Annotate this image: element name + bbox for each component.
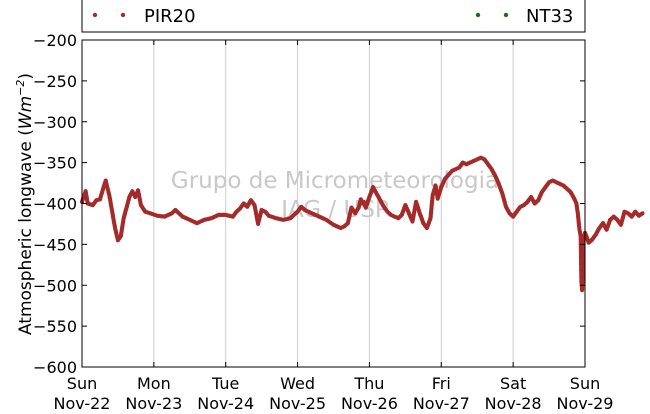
y-axis: −200 −250 −300 −350 −400 −450 −500 −550 −600: [33, 31, 585, 377]
y-tick-label: −450: [33, 235, 77, 254]
x-tick-label-date: Nov-24: [197, 394, 254, 409]
x-tick-label-day: Wed: [280, 374, 315, 393]
y-tick-label: −250: [33, 72, 77, 91]
y-tick-label: −400: [33, 195, 77, 214]
legend-marker-nt33-a: [475, 12, 481, 18]
y-tick-label: −350: [33, 154, 77, 173]
y-axis-label: Atmospheric longwave (Wm−2): [14, 73, 36, 335]
y-tick-label: −200: [33, 31, 77, 50]
x-tick-label-date: Nov-23: [125, 394, 182, 409]
y-axis-label-main: Atmospheric longwave (: [16, 129, 36, 335]
x-tick-label-date: Nov-22: [54, 394, 111, 409]
legend-box: [81, 0, 586, 33]
legend-marker-nt33-b: [503, 12, 509, 18]
x-tick-label-date: Nov-25: [269, 394, 326, 409]
x-tick-label-day: Sun: [570, 374, 600, 393]
x-tick-label-day: Tue: [211, 374, 239, 393]
y-axis-label-exp: −2: [14, 80, 27, 96]
x-tick-label-date: Nov-29: [557, 394, 614, 409]
x-tick-label-day: Fri: [432, 374, 451, 393]
x-tick-label-day: Sun: [67, 374, 97, 393]
data-point: [640, 211, 645, 216]
series-pir20: [79, 155, 645, 293]
x-tick-label-day: Mon: [137, 374, 171, 393]
y-axis-label-close: ): [16, 73, 36, 80]
y-tick-label: −600: [33, 358, 77, 377]
y-tick-label: −300: [33, 113, 77, 132]
x-axis: SunNov-22MonNov-23TueNov-24WedNov-25ThuN…: [54, 40, 614, 413]
x-tick-label-date: Nov-28: [485, 394, 542, 409]
x-tick-label-day: Thu: [353, 374, 384, 393]
plot-background: [82, 40, 585, 367]
legend: PIR20 NT33: [81, 0, 586, 33]
legend-entry-nt33: NT33: [475, 6, 573, 27]
x-tick-label-date: Nov-26: [341, 394, 398, 409]
y-tick-label: −550: [33, 317, 77, 336]
legend-label-nt33: NT33: [526, 6, 573, 27]
legend-label-pir20: PIR20: [144, 6, 196, 27]
x-tick-label-date: Nov-27: [413, 394, 470, 409]
legend-marker-pir20-b: [120, 12, 126, 18]
x-tick-label-day: Sat: [500, 374, 526, 393]
legend-marker-pir20-a: [92, 12, 98, 18]
y-tick-label: −500: [33, 276, 77, 295]
legend-entry-pir20: PIR20: [92, 6, 196, 27]
plot-area: Grupo de Micrometeorologia IAG / USP: [79, 39, 645, 368]
y-axis-label-unit: Wm: [16, 96, 36, 129]
